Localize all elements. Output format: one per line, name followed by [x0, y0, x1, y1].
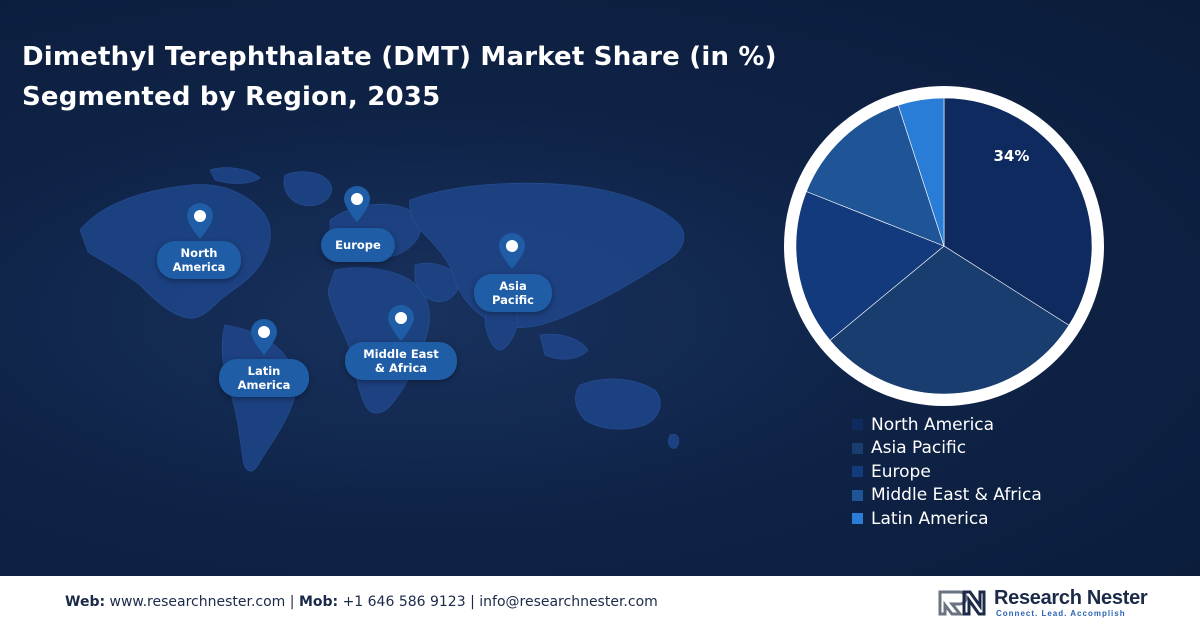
email-value[interactable]: info@researchnester.com	[479, 594, 658, 610]
brand-logo: Research Nester Connect. Lead. Accomplis…	[936, 586, 1176, 620]
legend-label: Latin America	[871, 508, 989, 529]
logo-mark-icon	[938, 590, 986, 616]
legend-label: North America	[871, 414, 995, 435]
legend-label: Middle East & Africa	[871, 485, 1042, 506]
latin-america-pin-icon	[251, 319, 277, 355]
map-label-europe: Europe	[321, 228, 395, 262]
chart-title-line1: Dimethyl Terephthalate (DMT) Market Shar…	[22, 42, 777, 72]
legend-item: Asia Pacific	[852, 437, 1042, 461]
web-value[interactable]: www.researchnester.com	[109, 594, 286, 610]
separator: |	[470, 594, 475, 610]
legend-label: Europe	[871, 461, 931, 482]
legend-swatch	[852, 489, 863, 501]
mob-value[interactable]: +1 646 586 9123	[342, 594, 466, 610]
chart-title-line2: Segmented by Region, 2035	[22, 82, 441, 112]
legend-swatch	[852, 466, 863, 478]
map-label-asia-pacific: Asia Pacific	[474, 274, 552, 312]
pie-slice-north-america	[943, 97, 1093, 326]
separator: |	[289, 594, 295, 610]
legend-label: Asia Pacific	[871, 438, 967, 459]
map-label-middle-east-africa: Middle East & Africa	[345, 342, 457, 380]
europe-pin-icon	[344, 186, 370, 222]
middle-east-africa-pin-icon	[388, 305, 414, 341]
legend-item: Middle East & Africa	[852, 484, 1042, 508]
data-label: 34%	[993, 147, 1029, 165]
mob-label: Mob:	[298, 594, 339, 610]
legend-swatch	[852, 419, 863, 431]
logo-name: Research Nester	[994, 587, 1148, 609]
map-australia	[575, 378, 661, 430]
pie-slice-asia-pacific	[829, 245, 1070, 395]
pie-slice-europe	[795, 191, 945, 341]
map-label-north-america: North America	[157, 241, 241, 279]
pie-chart: 34%	[784, 86, 1104, 406]
chart-legend: North America Asia Pacific Europe Middle Ea…	[852, 413, 1042, 531]
logo-tagline: Connect. Lead. Accomplish	[996, 609, 1126, 618]
north-america-pin-icon	[187, 203, 213, 239]
legend-item: Latin America	[852, 507, 1042, 531]
contact-info: Web: www.researchnester.com | Mob: +1 64…	[65, 594, 658, 610]
map-label-latin-america: Latin America	[219, 359, 309, 397]
footer-bar: Web: www.researchnester.com | Mob: +1 64…	[0, 576, 1200, 628]
legend-swatch	[852, 513, 863, 525]
web-label: Web:	[65, 594, 106, 610]
legend-item: Europe	[852, 460, 1042, 484]
pie-slice-latin-america	[897, 97, 945, 247]
legend-item: North America	[852, 413, 1042, 437]
asia-pacific-pin-icon	[499, 233, 525, 269]
infographic-canvas: Dimethyl Terephthalate (DMT) Market Shar…	[0, 0, 1200, 576]
legend-swatch	[852, 442, 863, 454]
